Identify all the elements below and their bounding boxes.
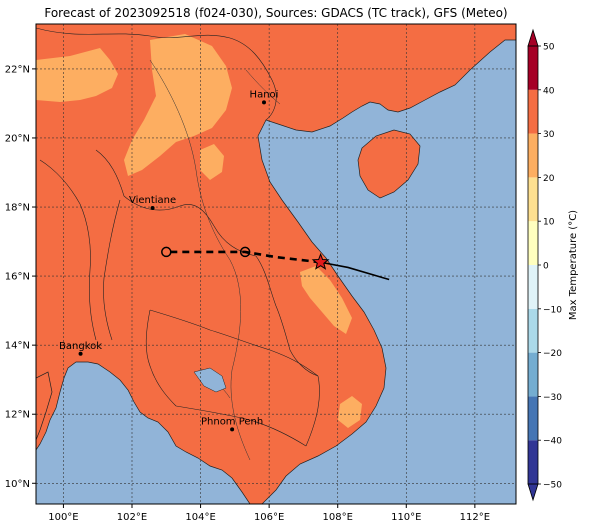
city-label: Hanoi bbox=[250, 89, 279, 100]
colorbar-band bbox=[528, 221, 538, 265]
colorbar-tick-label: 10 bbox=[543, 218, 555, 228]
colorbar-band bbox=[528, 133, 538, 178]
lon-tick-label: 100°E bbox=[48, 512, 78, 523]
hainan-island bbox=[357, 129, 421, 199]
colorbar-tick-label: −40 bbox=[543, 437, 562, 447]
colorbar-tick-label: 30 bbox=[543, 130, 555, 140]
warm-region-south bbox=[338, 396, 362, 428]
lat-tick-label: 20°N bbox=[5, 133, 30, 144]
peninsula-area bbox=[36, 371, 53, 441]
city-dot-icon bbox=[262, 100, 266, 105]
colorbar-label: Max Temperature (°C) bbox=[568, 210, 579, 320]
city-marker: Vientiane bbox=[129, 195, 176, 211]
colorbar-tick-label: 40 bbox=[543, 86, 555, 96]
tonle-sap-lake bbox=[193, 367, 227, 393]
warm-region-north bbox=[36, 48, 118, 102]
warm-region-plateau bbox=[124, 34, 232, 176]
city-label: Phnom Penh bbox=[201, 416, 263, 427]
colorbar-tick-label: −50 bbox=[543, 481, 562, 491]
axis-ticks: 100°E 102°E 104°E 106°E 108°E 110°E 112°E 22°N 2… bbox=[5, 64, 490, 523]
country-borders bbox=[36, 27, 320, 447]
lat-tick-label: 22°N bbox=[5, 64, 30, 75]
colorbar-tick-label: 50 bbox=[543, 43, 555, 53]
lon-tick-label: 112°E bbox=[460, 512, 490, 523]
map-frame bbox=[35, 23, 517, 505]
tc-forecast-point-icon bbox=[161, 246, 172, 258]
colorbar-band bbox=[528, 440, 538, 484]
lon-tick-label: 102°E bbox=[117, 512, 147, 523]
city-dot-icon bbox=[150, 206, 155, 211]
colorbar-tick-label: −30 bbox=[543, 393, 562, 403]
city-label: Bangkok bbox=[59, 341, 102, 352]
tc-current-position-icon bbox=[311, 252, 330, 270]
map-title: Forecast of 2023092518 (f024-030), Sourc… bbox=[44, 6, 508, 20]
lon-tick-label: 104°E bbox=[185, 512, 215, 523]
colorbar-min-arrow-icon bbox=[527, 483, 539, 502]
colorbar-tick-label: 0 bbox=[543, 262, 549, 272]
colorbar-band bbox=[528, 396, 538, 441]
tc-forecast-point-icon bbox=[239, 246, 251, 258]
city-markers: Hanoi Vientiane Bangkok Phnom Penh bbox=[59, 89, 279, 432]
warm-region-central bbox=[200, 144, 224, 180]
lon-tick-label: 106°E bbox=[254, 512, 284, 523]
lat-tick-label: 14°N bbox=[5, 341, 30, 352]
colorbar-band bbox=[528, 177, 538, 222]
colorbar-tick-label: −20 bbox=[543, 349, 562, 359]
warm-region-highlands bbox=[300, 266, 352, 334]
lon-tick-label: 108°E bbox=[323, 512, 353, 523]
city-marker: Bangkok bbox=[59, 341, 102, 356]
city-dot-icon bbox=[230, 427, 235, 432]
colorbar-band bbox=[528, 89, 538, 134]
city-marker: Hanoi bbox=[250, 89, 279, 105]
colorbar-band bbox=[528, 265, 538, 309]
city-label: Vientiane bbox=[129, 195, 176, 206]
lat-tick-label: 12°N bbox=[5, 410, 30, 421]
colorbar: 50 40 30 20 10 0 −10 −20 −30 −40 −50 Max Temperatur… bbox=[527, 28, 579, 502]
colorbar-band bbox=[528, 46, 538, 90]
city-dot-icon bbox=[78, 351, 83, 356]
lat-tick-label: 16°N bbox=[5, 272, 30, 283]
gridlines bbox=[36, 24, 516, 504]
city-marker: Phnom Penh bbox=[201, 416, 263, 432]
lon-tick-label: 110°E bbox=[391, 512, 421, 523]
tc-track-forecast bbox=[166, 250, 321, 264]
lat-tick-label: 18°N bbox=[5, 203, 30, 214]
tc-forecast-points bbox=[161, 246, 251, 258]
colorbar-tick-label: 20 bbox=[543, 174, 555, 184]
lat-tick-label: 10°N bbox=[5, 479, 30, 490]
colorbar-tick-label: −10 bbox=[543, 305, 562, 315]
colorbar-band bbox=[528, 352, 538, 397]
tc-track-observed bbox=[320, 261, 390, 281]
colorbar-max-arrow-icon bbox=[527, 28, 539, 47]
colorbar-band bbox=[528, 308, 538, 353]
map-layer: Hanoi Vientiane Bangkok Phnom Penh bbox=[36, 24, 516, 504]
